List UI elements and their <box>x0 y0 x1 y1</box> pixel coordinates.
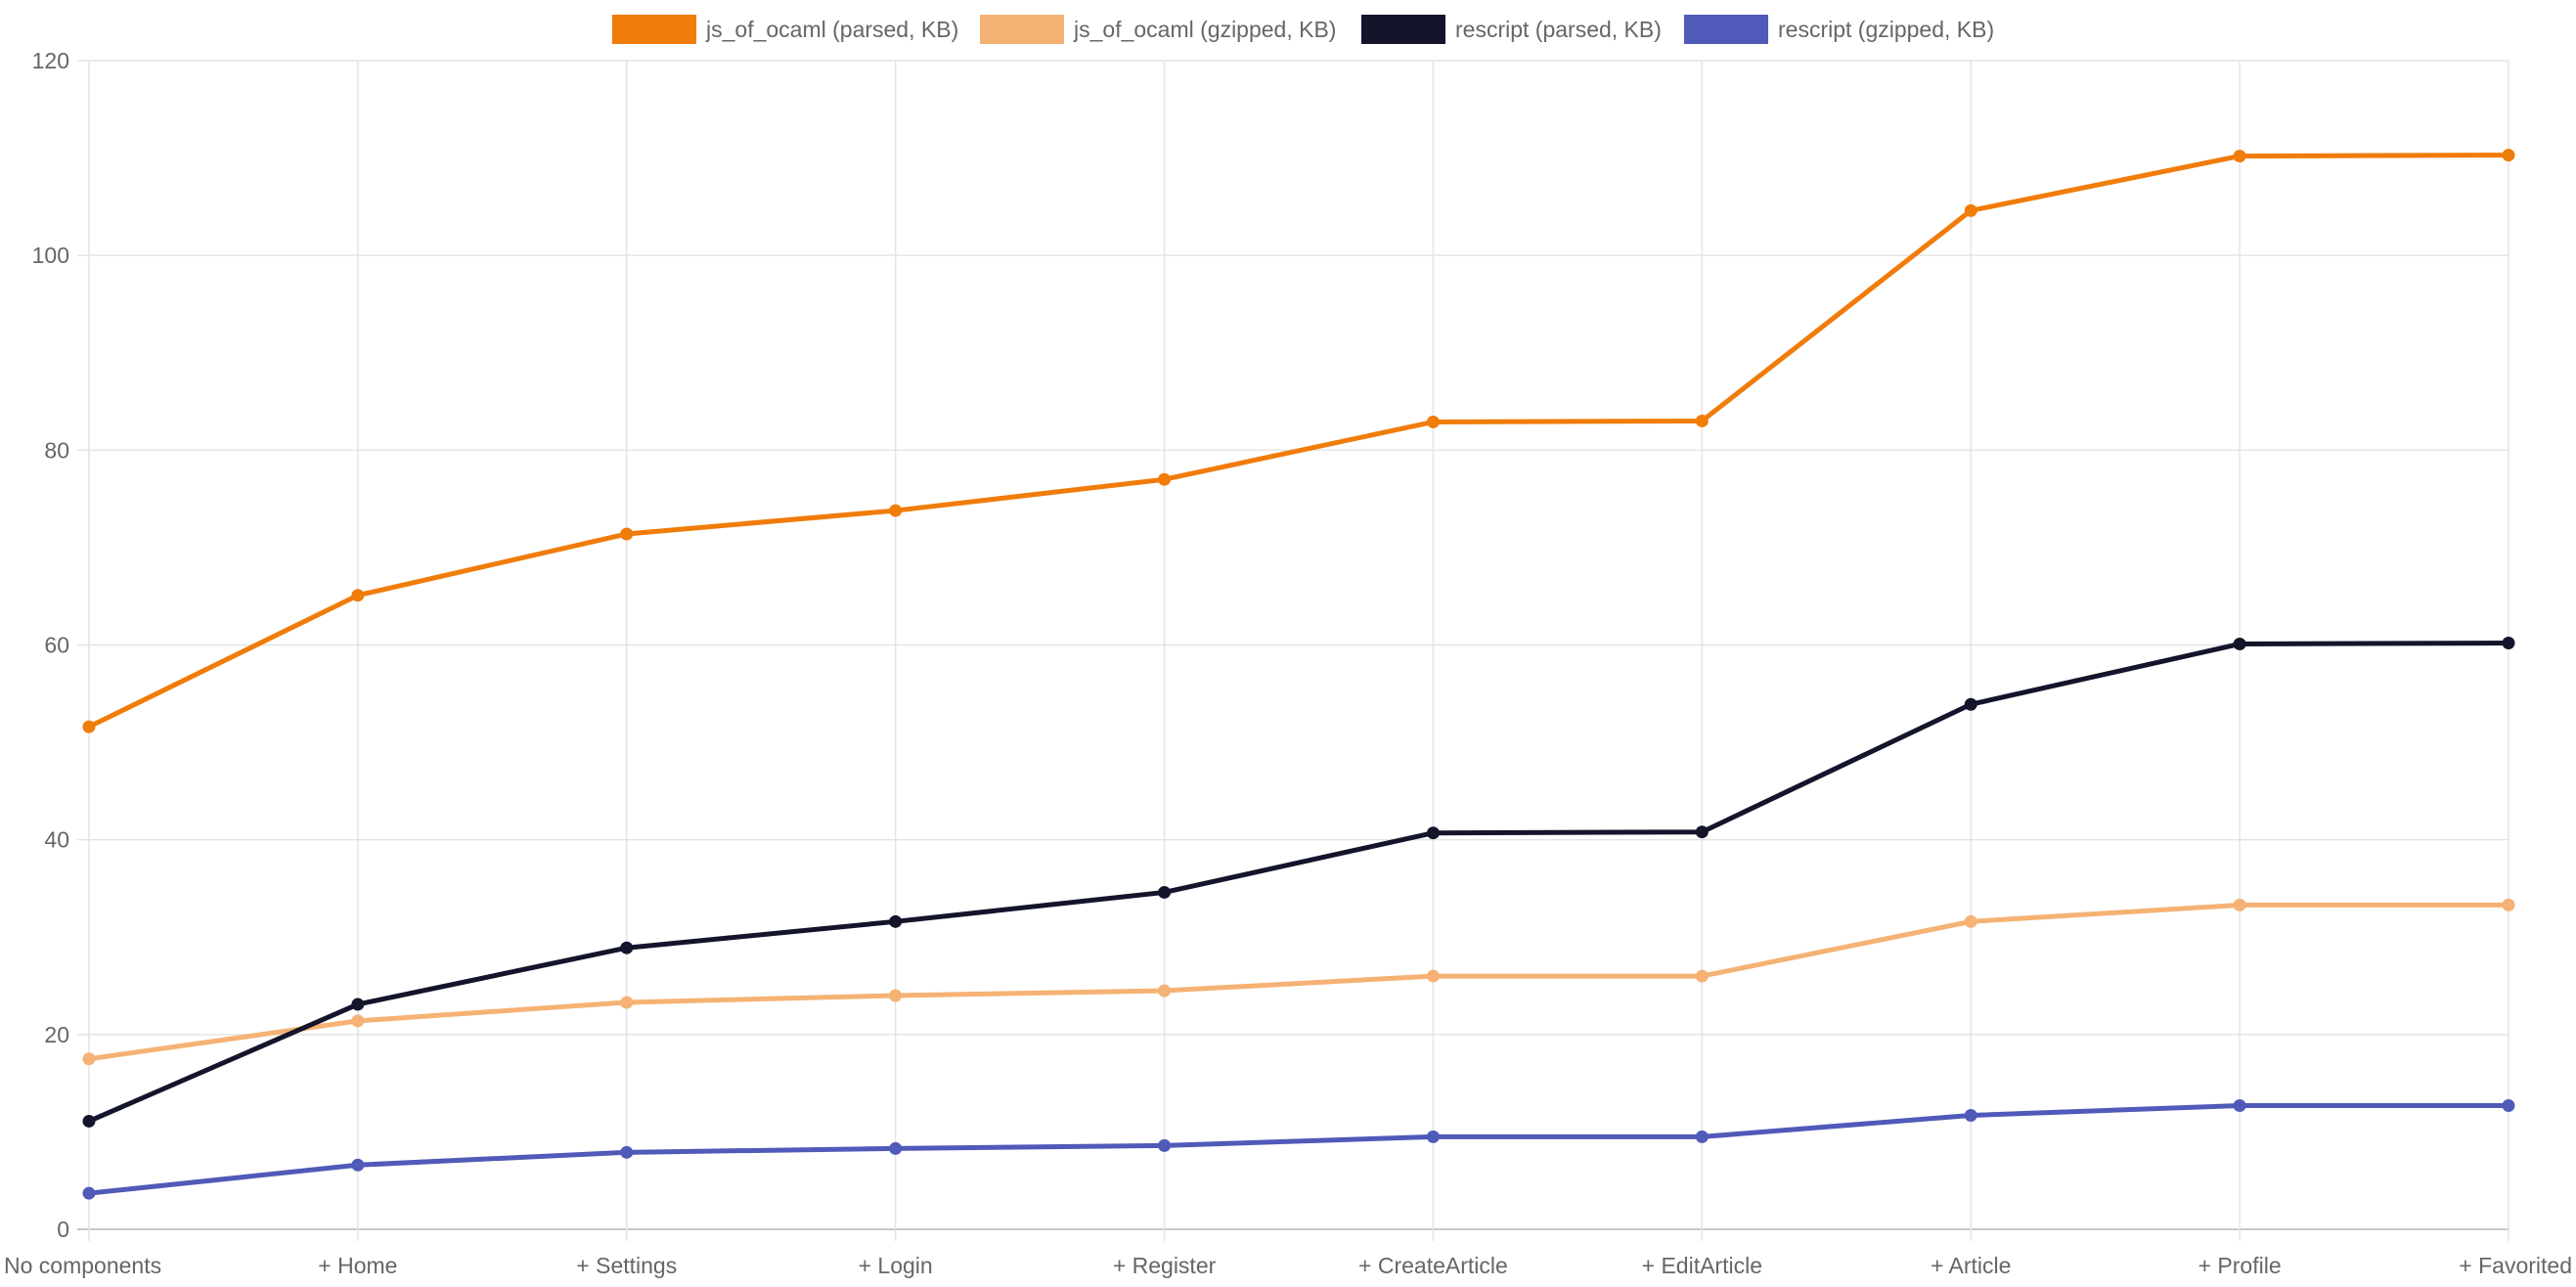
data-point <box>2502 898 2515 911</box>
x-tick-label: + Login <box>859 1253 933 1278</box>
data-point <box>2233 638 2246 651</box>
data-point <box>889 914 903 928</box>
data-point <box>889 989 903 1002</box>
y-tick-label: 120 <box>32 48 69 73</box>
x-tick-label: + Favorited <box>2459 1253 2572 1278</box>
x-tick-label: + Register <box>1113 1253 1217 1278</box>
data-point <box>351 589 365 602</box>
data-point <box>1695 414 1709 427</box>
legend-item-0[interactable]: js_of_ocaml (parsed, KB) <box>612 15 958 44</box>
legend-swatch <box>1684 15 1768 44</box>
data-point <box>1426 969 1440 983</box>
series-2 <box>82 637 2515 1128</box>
series-0 <box>82 149 2515 733</box>
y-axis: 0 20 40 60 80 100 120 <box>32 48 69 1242</box>
data-point <box>2502 149 2515 162</box>
data-point <box>1158 984 1172 998</box>
data-point <box>82 1114 96 1128</box>
legend-label: js_of_ocaml (parsed, KB) <box>705 17 958 42</box>
data-point <box>82 1052 96 1066</box>
data-point <box>2502 1099 2515 1113</box>
series-line <box>88 1103 2509 1196</box>
y-tick-label: 100 <box>32 243 69 268</box>
data-point <box>351 1158 365 1172</box>
data-point <box>1426 826 1440 840</box>
x-tick-label: No components <box>4 1253 161 1278</box>
legend-label: js_of_ocaml (gzipped, KB) <box>1073 17 1336 42</box>
data-point <box>1964 1108 1977 1122</box>
data-point <box>1426 1130 1440 1143</box>
y-tick-label: 20 <box>44 1022 69 1047</box>
data-point <box>1964 697 1977 711</box>
data-point <box>1158 885 1172 899</box>
data-point <box>1426 415 1440 428</box>
data-point <box>1158 1138 1172 1152</box>
data-point <box>1964 914 1977 928</box>
y-tick-label: 40 <box>44 827 69 853</box>
data-point <box>2233 1099 2246 1113</box>
data-point <box>1695 825 1709 839</box>
legend[interactable]: js_of_ocaml (parsed, KB) js_of_ocaml (gzi… <box>612 15 1994 44</box>
data-point <box>2233 898 2246 911</box>
data-point <box>620 941 634 954</box>
series-line <box>88 902 2509 1062</box>
x-tick-label: + Home <box>318 1253 397 1278</box>
data-point <box>2502 637 2515 650</box>
data-point <box>620 527 634 541</box>
x-tick-label: + Profile <box>2198 1253 2282 1278</box>
series-1 <box>82 898 2515 1066</box>
data-point <box>351 1014 365 1028</box>
legend-swatch <box>1361 15 1445 44</box>
data-point <box>2233 150 2246 163</box>
y-tick-label: 60 <box>44 633 69 658</box>
x-axis: No components + Home + Settings + Login + Re… <box>4 1253 2572 1278</box>
data-point <box>1695 969 1709 983</box>
x-tick-label: + CreateArticle <box>1358 1253 1508 1278</box>
data-point <box>620 996 634 1009</box>
x-tick-label: + Settings <box>576 1253 677 1278</box>
legend-swatch <box>980 15 1064 44</box>
series-line <box>88 641 2509 1124</box>
legend-item-2[interactable]: rescript (parsed, KB) <box>1361 15 1662 44</box>
data-point <box>889 504 903 517</box>
data-point <box>1695 1130 1709 1143</box>
data-point <box>1158 472 1172 486</box>
grid <box>77 60 2509 1241</box>
y-tick-label: 80 <box>44 437 69 463</box>
data-point <box>351 998 365 1011</box>
x-tick-label: + EditArticle <box>1642 1253 1762 1278</box>
legend-item-1[interactable]: js_of_ocaml (gzipped, KB) <box>980 15 1336 44</box>
legend-label: rescript (gzipped, KB) <box>1778 17 1994 42</box>
series-line <box>87 153 2509 730</box>
data-point <box>889 1141 903 1155</box>
series-3 <box>82 1099 2515 1200</box>
x-tick-label: + Article <box>1931 1253 2011 1278</box>
series-lines <box>82 149 2515 1200</box>
data-point <box>1964 203 1977 217</box>
data-point <box>82 1186 96 1200</box>
data-point <box>82 720 96 733</box>
legend-swatch <box>612 15 696 44</box>
legend-item-3[interactable]: rescript (gzipped, KB) <box>1684 15 1994 44</box>
legend-label: rescript (parsed, KB) <box>1455 17 1662 42</box>
data-point <box>620 1145 634 1159</box>
y-tick-label: 0 <box>57 1217 69 1242</box>
